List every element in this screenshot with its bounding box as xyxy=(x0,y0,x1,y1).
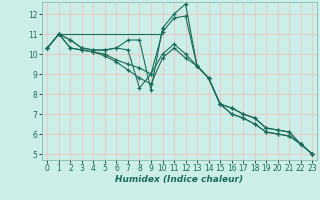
X-axis label: Humidex (Indice chaleur): Humidex (Indice chaleur) xyxy=(115,175,243,184)
